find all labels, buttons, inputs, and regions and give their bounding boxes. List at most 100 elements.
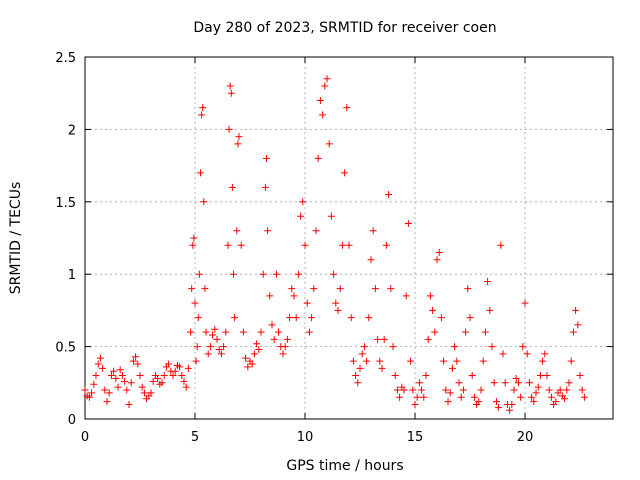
data-point (226, 82, 234, 90)
data-point (466, 314, 474, 322)
data-point (215, 345, 223, 353)
data-point (453, 357, 461, 365)
data-point (206, 343, 214, 351)
data-point (132, 353, 140, 361)
data-point (292, 314, 300, 322)
data-point (125, 401, 133, 409)
data-point (197, 169, 204, 177)
data-point (424, 335, 432, 343)
data-point (363, 357, 371, 365)
data-point (385, 191, 393, 199)
data-point (209, 331, 217, 339)
y-tick-label: 1.5 (55, 196, 76, 211)
data-point (288, 285, 296, 293)
data-point (227, 89, 235, 97)
data-point (490, 379, 498, 387)
data-point (217, 350, 225, 358)
data-point (387, 285, 395, 293)
y-tick-label: 0 (68, 413, 76, 428)
data-point (305, 328, 313, 336)
data-point (266, 292, 274, 300)
data-point (224, 241, 232, 249)
data-point (90, 380, 98, 388)
data-point (418, 386, 426, 394)
data-point (448, 364, 456, 372)
data-point (327, 212, 335, 220)
data-point (321, 82, 329, 90)
data-point (316, 96, 324, 104)
data-point (94, 360, 102, 368)
data-point (294, 270, 302, 278)
y-axis-label: SRMTID / TECUs (8, 182, 24, 295)
chart-title: Day 280 of 2023, SRMTID for receiver coe… (193, 20, 496, 36)
data-point (200, 198, 208, 206)
data-point (345, 241, 353, 249)
data-point (332, 299, 340, 307)
data-point (204, 350, 212, 358)
data-point (400, 386, 408, 394)
data-point (242, 354, 250, 362)
data-point (358, 350, 366, 358)
data-point (455, 379, 463, 387)
data-point (255, 345, 263, 353)
data-point (136, 372, 144, 380)
data-point (565, 379, 573, 387)
data-point (437, 314, 445, 322)
data-point (499, 350, 507, 358)
data-point (107, 372, 115, 380)
data-point (192, 357, 200, 365)
data-point (202, 328, 210, 336)
data-point (158, 379, 166, 387)
data-point (105, 389, 113, 397)
data-point (517, 393, 525, 401)
data-point (451, 343, 459, 351)
data-point (129, 357, 137, 365)
x-tick-label: 10 (297, 430, 314, 445)
data-point (352, 372, 360, 380)
data-point (184, 364, 192, 372)
data-point (312, 227, 320, 235)
data-point (195, 270, 203, 278)
data-point (371, 285, 379, 293)
data-point (308, 314, 316, 322)
data-point (323, 75, 331, 83)
data-point (330, 270, 338, 278)
y-tick-label: 2.5 (55, 51, 76, 66)
data-point (462, 328, 470, 336)
y-tick-labels: 0 0.5 1 1.5 2 2.5 (55, 51, 76, 428)
data-point (360, 343, 368, 351)
data-point (532, 389, 540, 397)
data-point (479, 357, 487, 365)
data-point (231, 314, 239, 322)
data-point (420, 393, 428, 401)
data-point (391, 372, 399, 380)
data-point (237, 241, 245, 249)
data-point (440, 357, 448, 365)
data-point (220, 343, 228, 351)
data-point (314, 154, 322, 162)
data-point (433, 256, 441, 264)
data-point (138, 383, 146, 391)
data-point (556, 386, 564, 394)
x-axis-label: GPS time / hours (286, 458, 403, 474)
data-point (396, 393, 404, 401)
data-point (189, 241, 197, 249)
data-point (244, 363, 252, 371)
data-point (347, 314, 355, 322)
data-point (235, 133, 243, 141)
data-point (512, 374, 520, 382)
data-point (380, 335, 388, 343)
data-point (194, 314, 202, 322)
x-tick-label: 5 (191, 430, 199, 445)
data-point (154, 374, 162, 382)
data-point (567, 357, 575, 365)
x-tick-labels: 0 5 10 15 20 (81, 430, 533, 445)
data-point (541, 350, 549, 358)
data-point (343, 104, 351, 112)
y-tick-label: 0.5 (55, 341, 76, 356)
data-point (234, 140, 242, 148)
data-point (112, 374, 120, 382)
data-point (198, 111, 206, 119)
x-tick-label: 20 (517, 430, 534, 445)
data-point (257, 328, 265, 336)
